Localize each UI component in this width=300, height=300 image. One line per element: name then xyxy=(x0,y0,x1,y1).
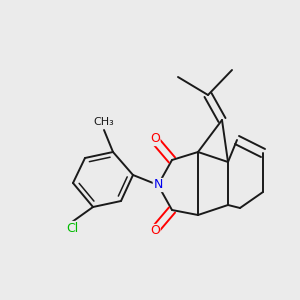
Text: O: O xyxy=(150,224,160,238)
Text: N: N xyxy=(153,178,163,191)
Text: CH₃: CH₃ xyxy=(94,117,114,127)
Text: O: O xyxy=(150,133,160,146)
Text: Cl: Cl xyxy=(66,221,78,235)
